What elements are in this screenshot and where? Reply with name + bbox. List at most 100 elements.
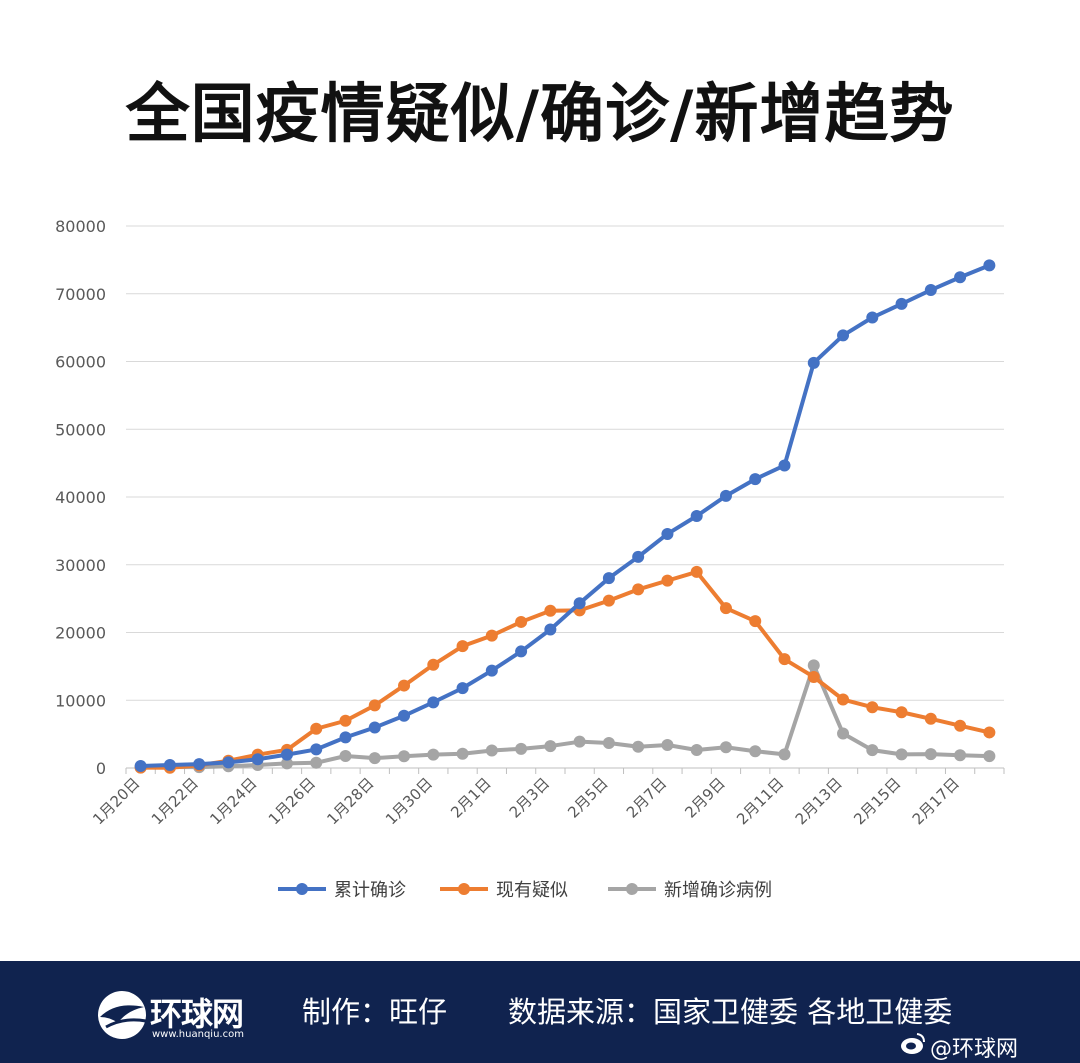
x-tick-label: 1月24日 <box>206 774 260 828</box>
y-tick-label-80000: 80000 <box>55 217 106 236</box>
data-point <box>193 758 206 771</box>
data-point <box>368 699 381 712</box>
line-chart: 0 10000 20000 30000 40000 50000 60000 70000 8000… <box>55 217 1005 901</box>
chart-title: 全国疫情疑似/确诊/新增趋势 <box>125 77 955 152</box>
data-point <box>163 759 176 772</box>
data-point <box>485 744 498 757</box>
series-line <box>138 569 992 770</box>
data-point <box>837 727 850 740</box>
data-point <box>866 744 879 757</box>
data-point <box>749 745 762 758</box>
data-point <box>602 736 615 749</box>
data-point <box>485 629 498 642</box>
x-axis: 1月20日 1月22日 1月24日 1月26日 1月28日 1月30日 2月1日 2月3日 2月… <box>89 767 1005 828</box>
y-tick-label-70000: 70000 <box>55 285 106 304</box>
data-point <box>339 731 352 744</box>
data-point <box>573 735 586 748</box>
grid-lines <box>126 225 1004 701</box>
y-axis: 0 10000 20000 30000 40000 50000 60000 70000 8000… <box>55 217 106 778</box>
data-point <box>632 740 645 753</box>
x-tick-label: 2月1日 <box>447 774 494 821</box>
x-tick-label: 2月13日 <box>792 774 846 828</box>
data-point <box>339 714 352 727</box>
data-point <box>427 658 440 671</box>
logo-text: 环球网 <box>150 995 244 1033</box>
data-point <box>895 297 908 310</box>
data-point <box>983 259 996 272</box>
data-point <box>398 679 411 692</box>
data-point <box>310 743 323 756</box>
data-point <box>924 712 937 725</box>
watermark-text: @环球网 <box>930 1037 1019 1062</box>
y-tick-label-40000: 40000 <box>55 488 106 507</box>
data-point <box>251 753 264 766</box>
y-tick-label-60000: 60000 <box>55 353 106 372</box>
data-point <box>485 664 498 677</box>
data-point <box>573 597 586 610</box>
x-tick-label: 2月9日 <box>681 774 728 821</box>
data-point <box>837 693 850 706</box>
data-point <box>924 748 937 761</box>
footer-bar: 环球网 www.huanqiu.com 制作：旺仔 数据来源：国家卫健委 各地卫… <box>0 961 1080 1063</box>
credit-text: 制作：旺仔 <box>302 995 448 1029</box>
y-tick-label-20000: 20000 <box>55 624 106 643</box>
x-tick-label: 1月28日 <box>323 774 377 828</box>
data-point <box>690 744 703 757</box>
data-point <box>632 583 645 596</box>
data-point <box>924 284 937 297</box>
data-point <box>954 271 967 284</box>
data-point <box>368 721 381 734</box>
x-tick-label: 1月20日 <box>89 774 143 828</box>
data-point <box>749 473 762 486</box>
y-tick-label-10000: 10000 <box>55 691 106 710</box>
data-point <box>310 756 323 769</box>
data-point <box>661 574 674 587</box>
data-point <box>983 726 996 739</box>
data-point <box>778 653 791 666</box>
data-point <box>749 615 762 628</box>
huanqiu-logo: 环球网 www.huanqiu.com <box>96 987 256 1043</box>
data-point <box>632 550 645 563</box>
series-layer <box>134 259 996 774</box>
y-tick-label-50000: 50000 <box>55 420 106 439</box>
data-point <box>398 750 411 763</box>
data-point <box>719 489 732 502</box>
series-line <box>138 263 992 769</box>
legend-label: 新增确诊病例 <box>664 880 772 901</box>
data-point <box>719 741 732 754</box>
x-tick-label: 2月15日 <box>850 774 904 828</box>
data-point <box>983 750 996 763</box>
data-point <box>690 565 703 578</box>
logo-url: www.huanqiu.com <box>152 1029 244 1040</box>
data-point <box>661 738 674 751</box>
data-point <box>515 645 528 658</box>
x-tick-label: 2月17日 <box>909 774 963 828</box>
legend-item-累计确诊: 累计确诊 <box>278 880 406 901</box>
data-point <box>368 752 381 765</box>
data-point <box>544 623 557 636</box>
data-point <box>866 701 879 714</box>
legend-marker <box>626 883 638 895</box>
data-point <box>954 749 967 762</box>
data-point <box>515 742 528 755</box>
data-point <box>954 719 967 732</box>
legend-label: 现有疑似 <box>496 880 568 901</box>
data-point <box>807 356 820 369</box>
data-point <box>427 748 440 761</box>
x-tick-label: 1月22日 <box>148 774 202 828</box>
x-tick-label: 2月7日 <box>623 774 670 821</box>
legend: 累计确诊 现有疑似 新增确诊病例 <box>278 880 772 901</box>
x-tick-label: 2月3日 <box>506 774 553 821</box>
data-point <box>544 604 557 617</box>
legend-item-新增确诊病例: 新增确诊病例 <box>608 880 772 901</box>
x-tick-label: 1月30日 <box>382 774 436 828</box>
x-tick-label: 2月5日 <box>564 774 611 821</box>
data-point <box>895 748 908 761</box>
data-point <box>690 509 703 522</box>
data-point <box>456 682 469 695</box>
data-point <box>837 329 850 342</box>
data-point <box>895 706 908 719</box>
data-point <box>515 615 528 628</box>
data-point <box>544 740 557 753</box>
data-point <box>807 659 820 672</box>
